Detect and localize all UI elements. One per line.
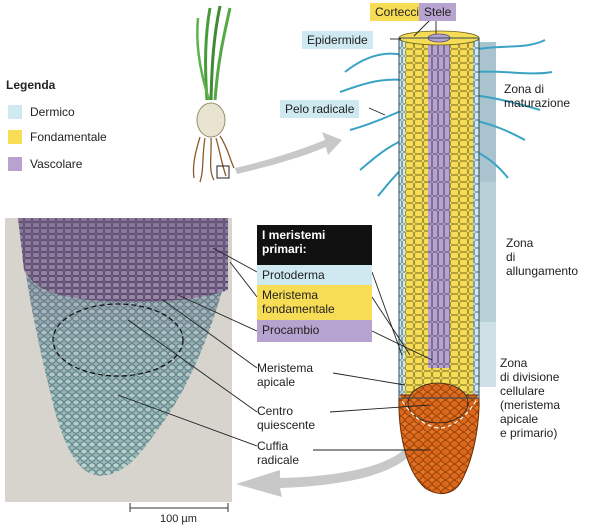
quiescent-center-outline — [52, 303, 184, 377]
scale-bar-label: 100 µm — [160, 513, 197, 525]
legend-label-vascolare: Vascolare — [30, 157, 83, 171]
micrograph — [5, 218, 232, 502]
legend-label-fondamentale: Fondamentale — [30, 130, 107, 144]
meristem-fondamentale: Meristema fondamentale — [257, 285, 372, 320]
legend-swatch-vascolare — [8, 157, 22, 171]
legend-label-dermico: Dermico — [30, 105, 75, 119]
meristems-heading: I meristemi primari: — [257, 225, 372, 265]
zone-band-maturazione — [476, 42, 496, 182]
legend-swatch-dermico — [8, 105, 22, 119]
return-arrow — [236, 445, 415, 497]
stele-region — [428, 38, 450, 368]
leader-lines — [117, 19, 437, 451]
zone-label-allungamento: Zona di allungamento — [506, 236, 579, 278]
label-cuffia-radicale: Cuffia radicale — [257, 439, 300, 467]
tag-pelo-radicale: Pelo radicale — [280, 100, 360, 118]
tag-corteccia: Corteccia — [370, 3, 431, 21]
root-longitudinal-section — [398, 30, 480, 495]
meristem-procambio: Procambio — [257, 320, 372, 342]
tag-epidermide: Epidermide — [302, 31, 373, 49]
label-centro-quiescente: Centro quiescente — [257, 404, 316, 432]
legend-title: Legenda — [6, 78, 56, 92]
zoom-arrow — [235, 132, 342, 174]
zone-label-maturazione: Zona di maturazione — [504, 82, 571, 110]
zone-band-allungamento — [476, 182, 496, 322]
zone-band-divisione — [476, 322, 496, 387]
meristem-protoderma: Protoderma — [257, 265, 372, 285]
scale-bar — [129, 503, 229, 512]
zoom-box — [216, 165, 230, 179]
onion-plant-illustration — [192, 5, 235, 183]
label-meristema-apicale: Meristema apicale — [257, 361, 314, 389]
zone-label-divisione: Zona di divisione cellulare (meristema a… — [500, 356, 561, 440]
legend-swatch-fondamentale — [8, 130, 22, 144]
tag-stele: Stele — [419, 3, 457, 21]
